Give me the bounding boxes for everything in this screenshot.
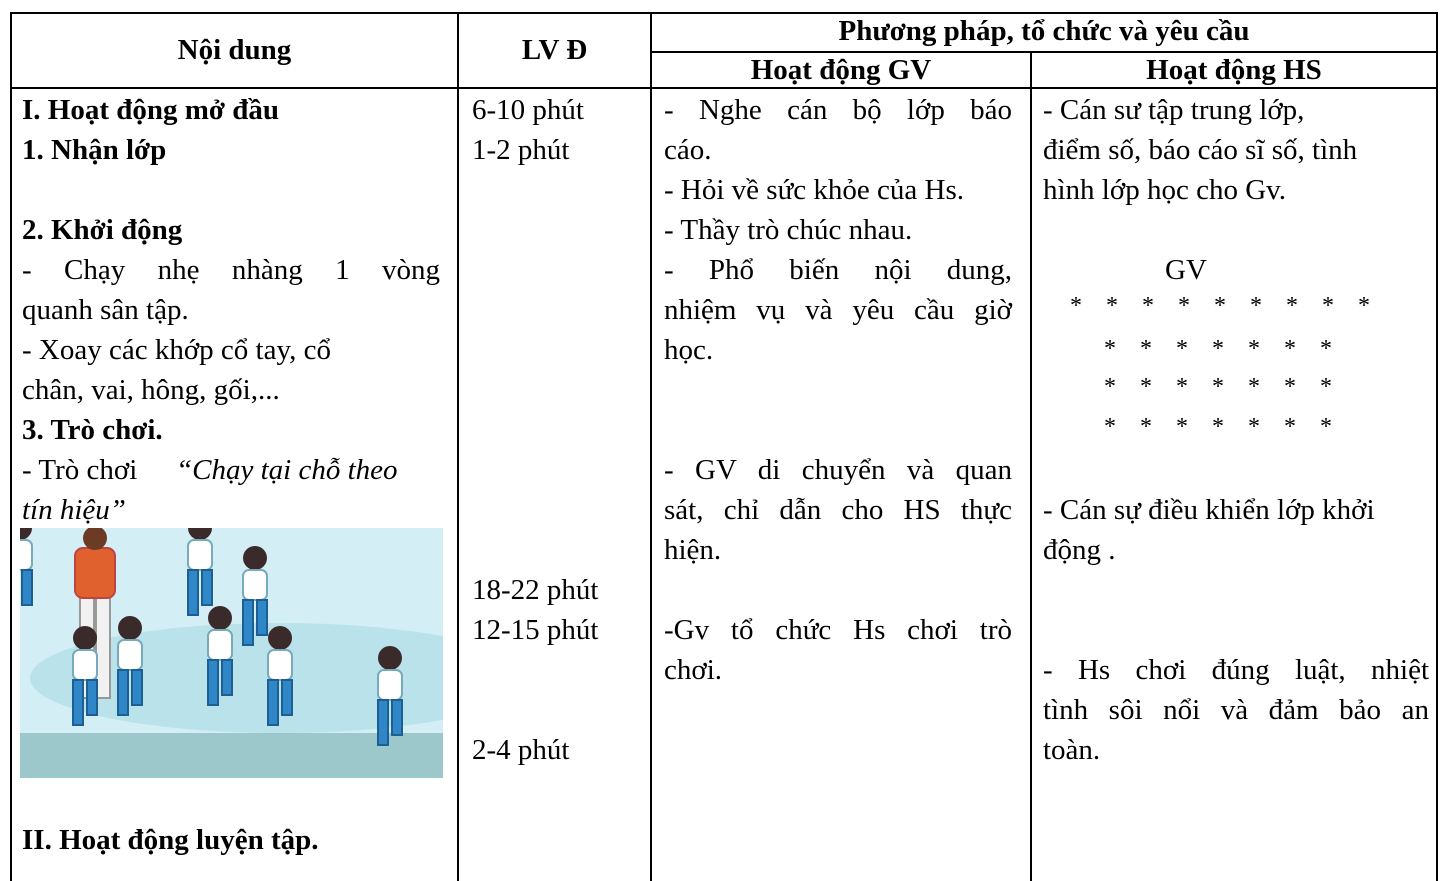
- formation-row: * * * * * * *: [1104, 336, 1341, 362]
- cell-text: 2. Khởi động: [22, 214, 183, 246]
- cell-text: - Cán sự điều khiển lớp khởi: [1043, 494, 1375, 526]
- cell-text: 3. Trò chơi.: [22, 414, 163, 446]
- cell-text: - Hỏi về sức khỏe của Hs.: [664, 174, 964, 206]
- cell-text: chơi.: [664, 654, 723, 686]
- cell-text: - Chạy nhẹ nhàng 1 vòng: [22, 254, 440, 286]
- cell-text: nhiệm vụ và yêu cầu giờ: [664, 294, 1012, 326]
- table-border: [10, 12, 1437, 14]
- cell-text: 1. Nhận lớp: [22, 134, 167, 166]
- table-border: [1436, 12, 1438, 881]
- cell-text: I. Hoạt động mở đầu: [22, 94, 279, 126]
- cell-text: tình sôi nổi và đảm bảo an: [1043, 694, 1429, 726]
- cell-text: - Hs chơi đúng luật, nhiệt: [1043, 654, 1429, 686]
- column-header: Nội dung: [177, 34, 292, 66]
- table-border: [457, 12, 459, 881]
- cell-text: - Xoay các khớp cổ tay, cổ: [22, 334, 331, 366]
- illustration: [20, 528, 443, 778]
- cell-text: hình lớp học cho Gv.: [1043, 174, 1287, 206]
- formation-row: * * * * * * *: [1104, 374, 1341, 400]
- cell-text: điểm số, báo cáo sĩ số, tình: [1043, 134, 1358, 166]
- cell-text: II. Hoạt động luyện tập.: [22, 824, 319, 856]
- cell-text: hiện.: [664, 534, 722, 566]
- column-header: Hoạt động GV: [750, 54, 932, 86]
- cell-text: sát, chỉ dẫn cho HS thực: [664, 494, 1012, 526]
- column-header: Phương pháp, tổ chức và yêu cầu: [838, 15, 1250, 47]
- formation-row: * * * * * * *: [1104, 414, 1341, 440]
- cell-text: - Thầy trò chúc nhau.: [664, 214, 913, 246]
- table-border: [650, 51, 1437, 53]
- table-border: [10, 87, 1437, 89]
- cell-text: 1-2 phút: [472, 134, 570, 166]
- cell-text: chân, vai, hông, gối,...: [22, 374, 280, 406]
- cell-text: 6-10 phút: [472, 94, 584, 126]
- cell-text: - GV di chuyển và quan: [664, 454, 1012, 486]
- cell-text: toàn.: [1043, 734, 1101, 766]
- cell-text: học.: [664, 334, 714, 366]
- cell-text: quanh sân tập.: [22, 294, 189, 326]
- formation-row: * * * * * * * * *: [1070, 293, 1379, 319]
- cell-text: - Phổ biến nội dung,: [664, 254, 1012, 286]
- cell-text: -Gv tổ chức Hs chơi trò: [664, 614, 1012, 646]
- formation-label: GV: [1165, 254, 1207, 286]
- column-header: LV Đ: [521, 34, 588, 66]
- cell-text: 2-4 phút: [472, 734, 570, 766]
- cell-text: - Trò chơi: [22, 454, 138, 486]
- cell-text: 12-15 phút: [472, 614, 599, 646]
- cell-text: - Nghe cán bộ lớp báo: [664, 94, 1012, 126]
- cell-text: - Cán sư tập trung lớp,: [1043, 94, 1305, 126]
- cell-text: cáo.: [664, 134, 712, 166]
- table-border: [650, 12, 652, 881]
- table-border: [10, 12, 12, 881]
- table-border: [1030, 52, 1032, 881]
- cell-text: tín hiệu”: [22, 494, 126, 526]
- column-header: Hoạt động HS: [1146, 54, 1322, 86]
- cell-text: động .: [1043, 534, 1116, 566]
- cell-text: 18-22 phút: [472, 574, 599, 606]
- cell-text: “Chạy tại chỗ theo: [176, 454, 398, 486]
